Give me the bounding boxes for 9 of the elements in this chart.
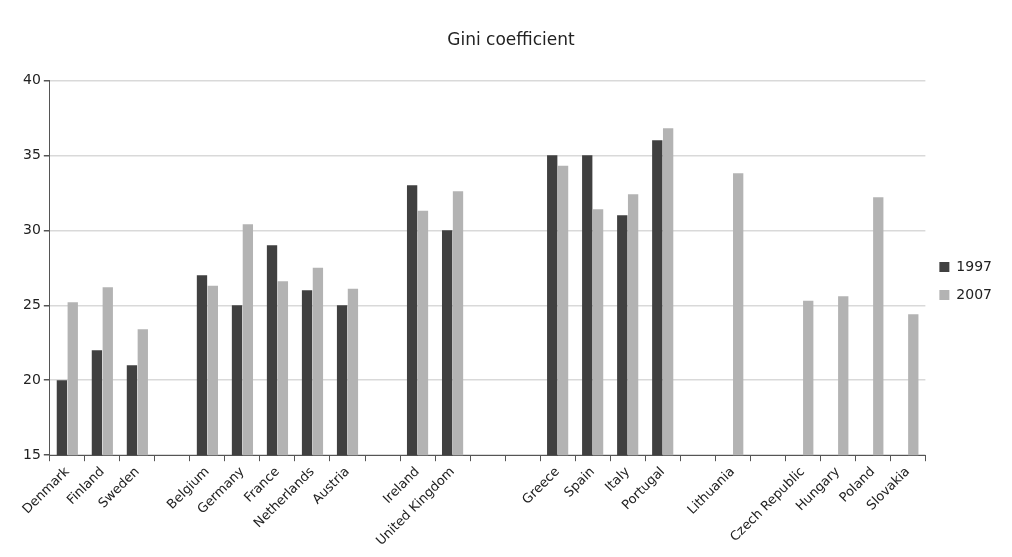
y-tick-label: 40 bbox=[22, 71, 41, 88]
y-tick-label: 35 bbox=[22, 146, 41, 162]
y-tick-label: 15 bbox=[22, 445, 41, 462]
y-tick-label: 20 bbox=[22, 370, 41, 387]
y-tick-label: 30 bbox=[22, 220, 41, 237]
legend-label: 1997 bbox=[956, 257, 993, 274]
legend-label: 2007 bbox=[956, 285, 993, 302]
chart-title: Gini coefficient bbox=[447, 28, 576, 49]
y-tick-label: 25 bbox=[22, 295, 41, 312]
